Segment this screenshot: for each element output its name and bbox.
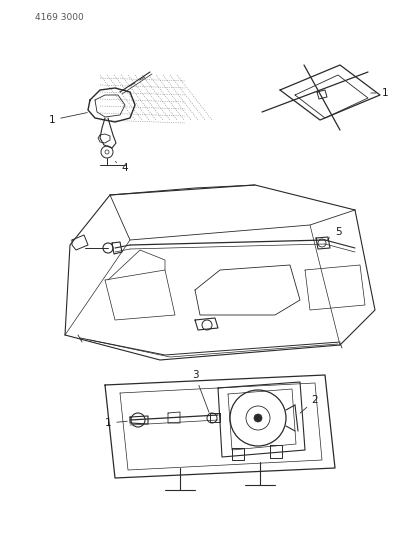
Text: 5: 5 [327,227,341,239]
Text: 2: 2 [300,395,318,413]
Text: 1: 1 [49,112,87,125]
Text: 4169 3000: 4169 3000 [35,13,84,22]
Text: 4: 4 [115,161,128,173]
Text: 1: 1 [371,88,388,98]
Text: 3: 3 [192,370,209,413]
Text: 1: 1 [105,418,127,428]
Circle shape [254,414,262,422]
